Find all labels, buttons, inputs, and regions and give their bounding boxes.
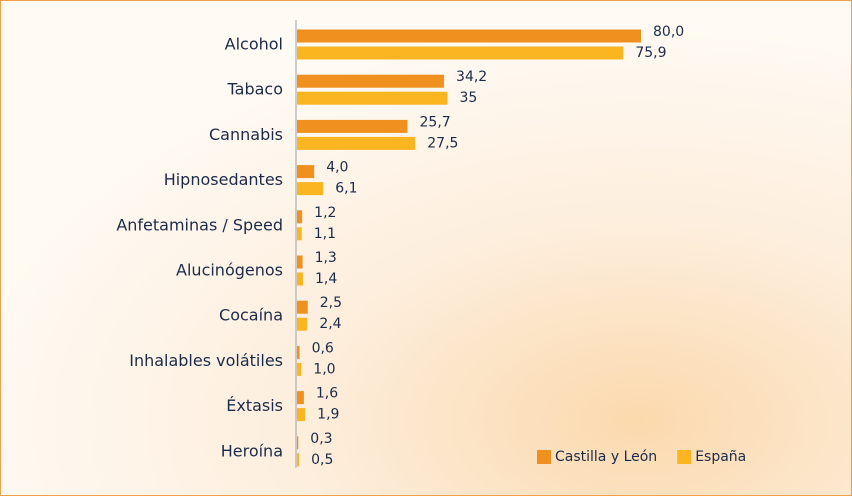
legend-swatch: [537, 450, 551, 464]
bar: [297, 29, 641, 43]
value-label: 1,3: [315, 250, 337, 266]
bar: [297, 362, 302, 376]
legend-label: España: [695, 449, 746, 465]
value-label: 0,3: [310, 431, 332, 447]
category-label: Éxtasis: [226, 396, 283, 415]
category-label: Heroína: [221, 441, 283, 460]
value-label: 1,9: [317, 407, 339, 423]
value-label: 1,1: [314, 226, 336, 242]
bar: [297, 408, 306, 422]
value-label: 2,5: [320, 295, 342, 311]
value-label: 1,2: [314, 205, 336, 221]
category-label: Hipnosedantes: [164, 170, 283, 189]
legend-swatch: [677, 450, 692, 464]
bar: [297, 391, 304, 405]
value-label: 1,4: [315, 271, 337, 287]
category-label: Tabaco: [227, 80, 283, 99]
bar: [297, 182, 324, 196]
bar: [297, 91, 448, 105]
category-label: Alcohol: [225, 35, 283, 54]
bar: [297, 272, 304, 286]
bar: [297, 46, 624, 60]
category-label: Alucinógenos: [176, 261, 283, 280]
bar: [297, 119, 408, 133]
value-label: 80,0: [653, 24, 684, 40]
value-label: 1,6: [316, 386, 338, 402]
bar: [297, 210, 303, 224]
bar: [297, 345, 300, 359]
value-label: 35: [460, 90, 478, 106]
value-label: 6,1: [335, 181, 357, 197]
value-label: 4,0: [326, 160, 348, 176]
category-label: Anfetaminas / Speed: [116, 215, 283, 234]
bar: [297, 300, 308, 314]
bar: [297, 136, 416, 150]
value-label: 2,4: [319, 316, 341, 332]
bar: [297, 317, 308, 331]
bar: [297, 453, 300, 467]
bar: [297, 227, 302, 241]
category-label: Cannabis: [209, 125, 283, 144]
legend-label: Castilla y León: [555, 449, 657, 465]
value-label: 27,5: [427, 135, 458, 151]
category-label: Inhalables volátiles: [129, 351, 283, 370]
bar: [297, 255, 303, 269]
category-label: Cocaína: [219, 306, 283, 325]
value-label: 1,0: [313, 361, 335, 377]
value-label: 75,9: [635, 45, 666, 61]
value-label: 25,7: [420, 114, 451, 130]
bar: [297, 436, 299, 450]
value-label: 0,5: [311, 452, 333, 468]
value-label: 34,2: [456, 69, 487, 85]
value-label: 0,6: [312, 340, 334, 356]
bar: [297, 74, 445, 88]
bar: [297, 165, 315, 179]
